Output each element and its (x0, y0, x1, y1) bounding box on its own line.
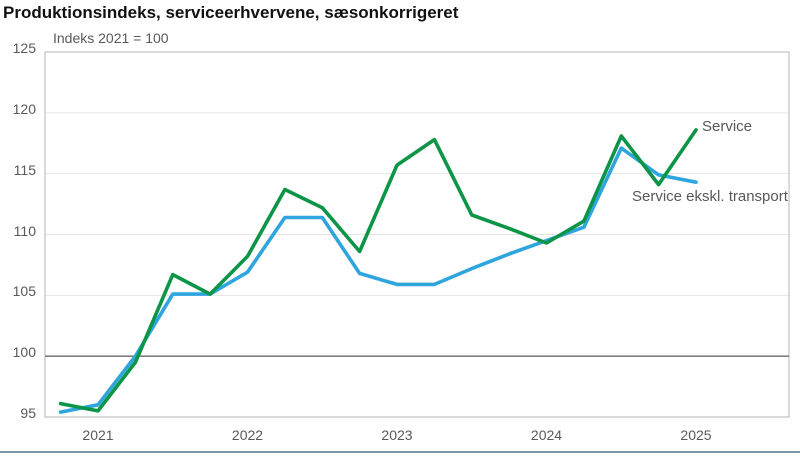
chart-title: Produktionsindeks, serviceerhvervene, sæ… (3, 3, 459, 22)
x-tick-label: 2025 (680, 427, 712, 443)
axis-unit-label: Indeks 2021 = 100 (53, 30, 169, 46)
y-tick-label: 120 (12, 100, 36, 117)
x-tick-label: 2022 (231, 427, 264, 443)
x-tick-label: 2023 (381, 427, 413, 443)
y-tick-label: 100 (12, 344, 36, 361)
y-tick-label: 95 (20, 405, 36, 421)
bottom-separator (0, 451, 800, 453)
series-label-service: Service (702, 118, 753, 135)
service-line (58, 128, 698, 413)
series-label-service-ekskl-transport: Service ekskl. transport (632, 188, 788, 205)
y-tick-label: 105 (12, 283, 36, 300)
y-tick-label: 110 (13, 222, 36, 239)
x-tick-label: 2024 (530, 427, 563, 443)
y-tick-label: 115 (13, 161, 36, 178)
x-tick-label: 2021 (82, 427, 114, 443)
plot-frame (44, 51, 790, 418)
service-ekskl-transport-line (58, 146, 698, 414)
y-tick-label: 125 (12, 40, 36, 56)
